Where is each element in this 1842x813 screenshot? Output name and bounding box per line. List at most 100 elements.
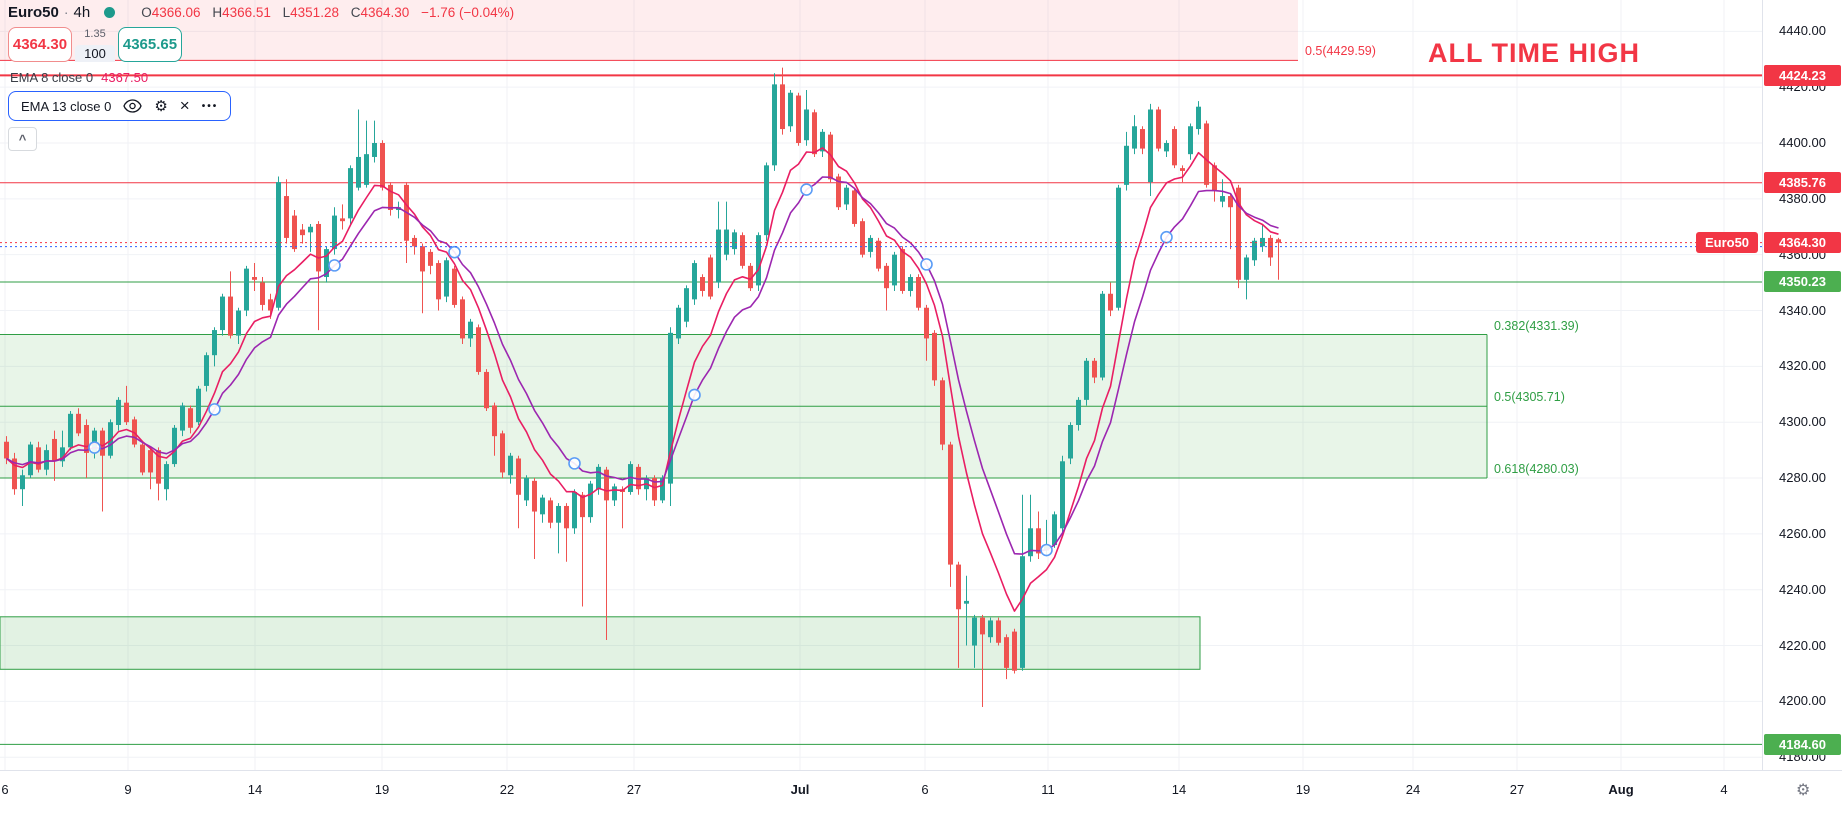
candle xyxy=(52,438,57,462)
time-label: 9 xyxy=(124,782,132,797)
ema8-value: 4367.50 xyxy=(101,70,149,85)
chart-plot-area[interactable]: ALL TIME HIGH Euro50 Euro50 · 4h O4366.0… xyxy=(0,0,1762,770)
candle xyxy=(20,475,25,490)
candle xyxy=(524,478,529,501)
high-value: 4366.51 xyxy=(222,4,271,20)
candle xyxy=(684,288,689,322)
candle xyxy=(124,402,129,423)
candle xyxy=(908,277,913,291)
symbol-title[interactable]: Euro50 xyxy=(8,3,59,21)
indicator-row-ema13-selected[interactable]: EMA 13 close 0 ⚙ × ••• xyxy=(8,91,232,121)
close-icon[interactable]: × xyxy=(179,96,190,115)
candle xyxy=(292,215,297,250)
sell-button[interactable]: 4364.30 xyxy=(8,27,72,62)
fib-level-label[interactable]: 0.618(4280.03) xyxy=(1494,461,1579,476)
quantity-field[interactable]: 100 xyxy=(75,45,115,62)
collapse-legend-button[interactable]: ^ xyxy=(8,127,37,151)
candle xyxy=(332,215,337,250)
candle xyxy=(220,296,225,331)
candle xyxy=(204,355,209,386)
close-value: 4364.30 xyxy=(360,4,410,20)
price-tick: 4340.00 xyxy=(1779,302,1826,318)
price-badge: 4385.76 xyxy=(1764,172,1841,194)
symbol-row: Euro50 · 4h O4366.06 H4366.51 L4351.28 C… xyxy=(8,2,514,22)
candlestick-chart[interactable] xyxy=(0,0,1762,770)
spread-value: 1.35 xyxy=(84,28,106,40)
candle xyxy=(252,277,257,280)
candle xyxy=(44,450,49,470)
candle xyxy=(1052,514,1057,546)
candle xyxy=(580,494,585,518)
time-axis[interactable]: ⚙ 6 9 14 19 22 27 Jul 6 11 14 19 24 27 Aug 4 xyxy=(0,770,1842,813)
candle xyxy=(836,176,841,208)
candle xyxy=(1084,360,1089,400)
fib-level-label[interactable]: 0.5(4305.71) xyxy=(1494,390,1565,405)
selection-anchor-icon xyxy=(88,441,101,454)
candle xyxy=(1116,187,1121,308)
candle xyxy=(1004,637,1009,668)
candle xyxy=(956,564,961,610)
candle xyxy=(268,299,273,311)
candle xyxy=(1124,145,1129,185)
candle xyxy=(804,109,809,141)
candle xyxy=(596,466,601,490)
fib-level-label[interactable]: 0.382(4331.39) xyxy=(1494,318,1579,333)
candle xyxy=(460,299,465,339)
candle xyxy=(932,332,937,381)
candle xyxy=(1068,424,1073,459)
candle xyxy=(1180,168,1185,171)
selection-anchor-icon xyxy=(448,245,461,259)
candle xyxy=(868,237,873,252)
gear-icon[interactable]: ⚙ xyxy=(154,98,168,115)
candle xyxy=(1276,239,1281,243)
candle xyxy=(76,413,81,434)
candle xyxy=(276,182,281,308)
fib-level-label[interactable]: 0.5(4429.59) xyxy=(1305,44,1376,59)
candle xyxy=(892,254,897,286)
candle xyxy=(388,184,393,211)
price-tick: 4400.00 xyxy=(1779,135,1826,150)
close-label: C xyxy=(350,4,361,20)
candle xyxy=(796,95,801,143)
price-tick: 4280.00 xyxy=(1779,470,1826,486)
candle xyxy=(1156,109,1161,149)
buy-button[interactable]: 4365.65 xyxy=(118,27,182,62)
interval-label[interactable]: 4h xyxy=(73,3,91,21)
candle xyxy=(700,277,705,291)
selection-anchor-icon xyxy=(688,388,701,402)
candle xyxy=(228,296,233,336)
candle xyxy=(748,265,753,289)
candle xyxy=(468,321,473,339)
price-badge: 4364.30 xyxy=(1764,232,1841,254)
candle xyxy=(828,134,833,180)
candle xyxy=(236,310,241,336)
price-axis[interactable]: 4440.00 4420.00 4400.00 4380.00 4360.00 4340.… xyxy=(1762,0,1842,770)
candle xyxy=(660,478,665,501)
candle xyxy=(1092,360,1097,378)
candle xyxy=(980,617,985,635)
candle xyxy=(156,450,161,484)
more-options-icon[interactable]: ••• xyxy=(201,100,219,112)
candle xyxy=(1036,528,1041,554)
eye-icon[interactable] xyxy=(123,99,143,113)
axis-settings-gear-icon[interactable]: ⚙ xyxy=(1796,782,1811,799)
candle xyxy=(964,600,969,604)
candle xyxy=(380,143,385,188)
candle xyxy=(708,257,713,297)
candle xyxy=(1188,126,1193,155)
trade-widget: 4364.30 1.35 100 4365.65 xyxy=(8,27,514,62)
price-tick: 4240.00 xyxy=(1779,581,1826,597)
candle xyxy=(772,84,777,166)
candle xyxy=(36,447,41,470)
candle xyxy=(1260,237,1265,247)
candle xyxy=(844,187,849,205)
candle xyxy=(900,249,905,291)
open-label: O xyxy=(141,4,152,20)
indicator-row-ema8[interactable]: EMA 8 close 0 4367.50 xyxy=(8,69,514,86)
candle xyxy=(1100,293,1105,378)
candle xyxy=(316,223,321,272)
candle xyxy=(1028,528,1033,557)
all-time-high-text-drawing[interactable]: ALL TIME HIGH xyxy=(1428,38,1640,68)
candle xyxy=(692,263,697,300)
